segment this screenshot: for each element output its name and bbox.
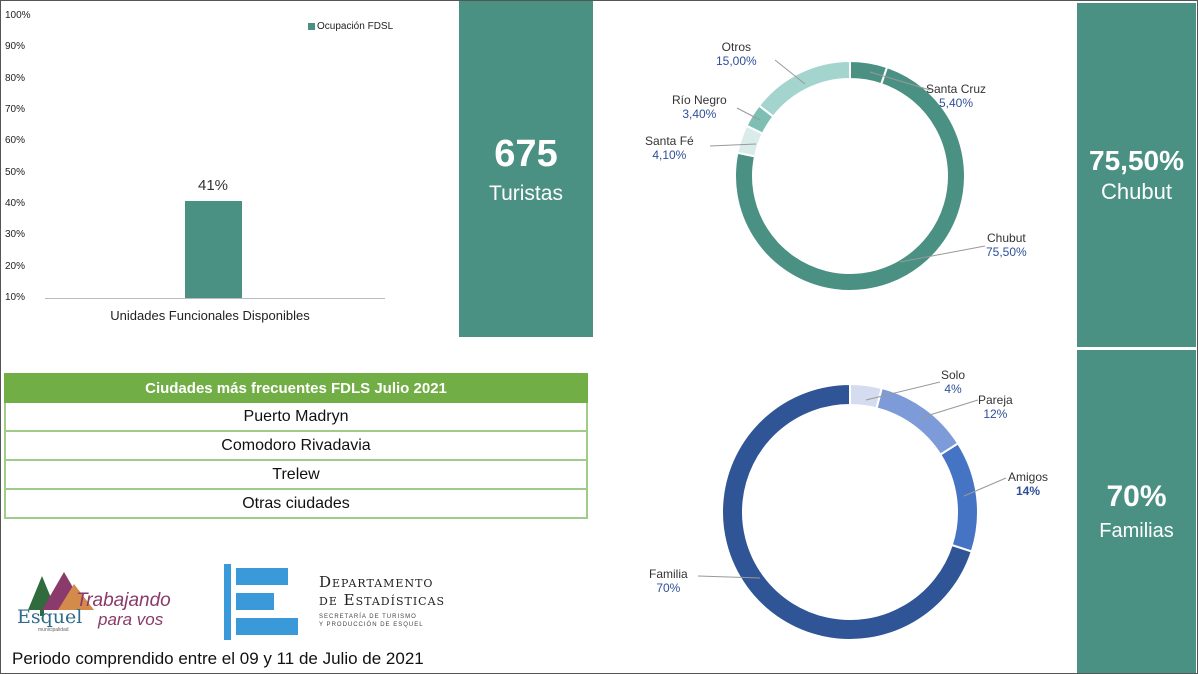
table-row: Otras ciudades bbox=[4, 490, 588, 519]
donut-label-familia: Familia 70% bbox=[649, 567, 688, 595]
group-percent: 70% bbox=[1106, 480, 1167, 513]
y-tick-label: 20% bbox=[5, 260, 26, 272]
label-name: Santa Cruz bbox=[926, 82, 987, 96]
origin-percent: 75,50% bbox=[1089, 145, 1184, 176]
origin-stat-box: 75,50% Chubut bbox=[1077, 3, 1196, 347]
y-tick-label: 30% bbox=[5, 229, 26, 241]
donut-label-santa-fe: Santa Fé 4,10% bbox=[645, 134, 694, 162]
y-tick-label: 80% bbox=[5, 72, 26, 84]
department-sub-1: Secretaría de Turismo bbox=[319, 614, 417, 620]
group-donut-chart bbox=[721, 382, 979, 641]
slice-chubut bbox=[734, 65, 966, 292]
department-line-1: Departamento bbox=[319, 573, 434, 591]
slogan-line-2: para vos bbox=[98, 610, 164, 629]
label-name: Amigos bbox=[1008, 470, 1049, 484]
x-axis-line bbox=[45, 298, 385, 299]
y-tick-label: 90% bbox=[5, 41, 26, 53]
period-footer: Periodo comprendido entre el 09 y 11 de … bbox=[12, 649, 424, 668]
label-value: 75,50% bbox=[986, 245, 1027, 259]
y-tick-label: 50% bbox=[5, 166, 26, 178]
department-line-2: de Estadísticas bbox=[319, 591, 446, 609]
slogan-line-1: Trabajando bbox=[76, 590, 171, 611]
label-name: Pareja bbox=[978, 393, 1013, 407]
bar-ocupacion bbox=[185, 200, 242, 298]
department-e-icon bbox=[224, 564, 298, 640]
esquel-logo: Esquel municipalidad Trabajando para vos bbox=[14, 568, 184, 634]
y-tick-label: 70% bbox=[5, 104, 26, 115]
label-name: Chubut bbox=[987, 231, 1026, 245]
label-name: Otros bbox=[721, 40, 752, 54]
label-name: Familia bbox=[649, 567, 688, 581]
bar-data-label: 41% bbox=[197, 176, 229, 194]
table-row: Trelew bbox=[4, 461, 588, 490]
donut-label-santa-cruz: Santa Cruz 5,40% bbox=[926, 82, 986, 110]
group-leader-lines bbox=[697, 381, 1007, 579]
donut-label-amigos: Amigos 14% bbox=[1008, 470, 1048, 498]
slice-otros bbox=[757, 59, 851, 118]
legend-swatch bbox=[308, 23, 315, 30]
mountain-tree-icon bbox=[28, 572, 94, 616]
esquel-name: Esquel bbox=[17, 606, 83, 628]
tourists-label: Turistas bbox=[489, 182, 563, 205]
origin-donut-chart bbox=[734, 59, 966, 292]
tourists-stat-box: 675 Turistas bbox=[459, 0, 593, 337]
y-tick-label: 10% bbox=[5, 292, 26, 303]
x-category-label: Unidades Funcionales Disponibles bbox=[110, 308, 310, 323]
tourists-count: 675 bbox=[494, 133, 558, 175]
label-name: Santa Fé bbox=[645, 134, 694, 148]
table-row: Comodoro Rivadavia bbox=[4, 432, 588, 461]
label-name: Río Negro bbox=[672, 93, 727, 107]
origin-label: Chubut bbox=[1101, 179, 1172, 204]
donut-label-otros: Otros 15,00% bbox=[716, 40, 757, 68]
table-row: Puerto Madryn bbox=[4, 403, 588, 432]
group-stat-box: 70% Familias bbox=[1077, 350, 1196, 674]
label-value: 15,00% bbox=[716, 54, 757, 68]
donut-label-solo: Solo 4% bbox=[941, 368, 965, 396]
label-value: 3,40% bbox=[682, 107, 717, 121]
label-value: 4% bbox=[944, 382, 962, 396]
label-value: 70% bbox=[656, 581, 681, 595]
group-label: Familias bbox=[1099, 520, 1174, 542]
cities-table: Ciudades más frecuentes FDLS Julio 2021 … bbox=[4, 373, 588, 519]
department-logo: Departamento de Estadísticas Secretaría … bbox=[222, 562, 472, 642]
y-tick-label: 40% bbox=[5, 198, 26, 209]
label-value: 14% bbox=[1015, 484, 1041, 498]
y-tick-label: 100% bbox=[5, 10, 31, 21]
label-name: Solo bbox=[941, 368, 966, 382]
label-value: 5,40% bbox=[939, 96, 974, 110]
occupancy-bar-chart: 100% 90% 80% 70% 60% 50% 40% 30% 20% 10% 41% Unid… bbox=[0, 0, 450, 330]
municipalidad-small-text: municipalidad bbox=[38, 627, 69, 633]
y-tick-label: 60% bbox=[5, 135, 26, 147]
donut-label-pareja: Pareja 12% bbox=[978, 393, 1013, 421]
origin-leader-lines bbox=[709, 59, 986, 263]
donut-label-chubut: Chubut 75,50% bbox=[986, 231, 1027, 259]
legend-label: Ocupación FDSL bbox=[317, 21, 394, 32]
department-sub-2: y Producción de Esquel bbox=[319, 622, 424, 628]
cities-table-title: Ciudades más frecuentes FDLS Julio 2021 bbox=[4, 373, 588, 403]
label-value: 12% bbox=[983, 407, 1008, 421]
slice-familia bbox=[721, 382, 973, 641]
donut-label-rio-negro: Río Negro 3,40% bbox=[672, 93, 727, 121]
label-value: 4,10% bbox=[652, 148, 687, 162]
